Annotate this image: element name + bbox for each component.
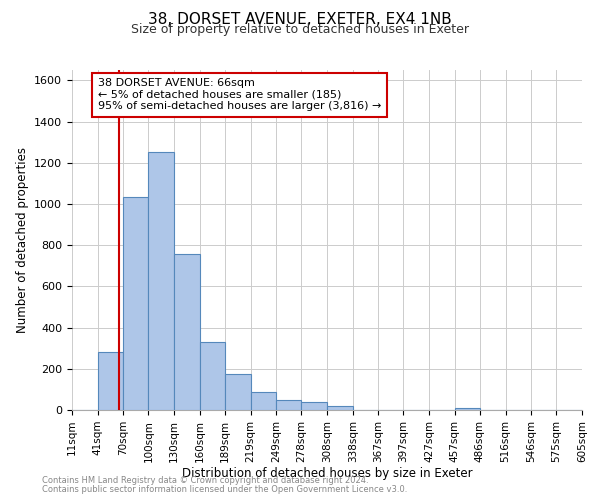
Text: 38 DORSET AVENUE: 66sqm
← 5% of detached houses are smaller (185)
95% of semi-de: 38 DORSET AVENUE: 66sqm ← 5% of detached… [98,78,381,112]
Text: Size of property relative to detached houses in Exeter: Size of property relative to detached ho… [131,24,469,36]
Bar [148,152,174,410]
Bar [327,406,353,410]
Bar [174,254,200,410]
Y-axis label: Number of detached properties: Number of detached properties [16,147,29,333]
Text: Contains public sector information licensed under the Open Government Licence v3: Contains public sector information licen… [42,485,407,494]
Bar [122,196,148,410]
X-axis label: Distribution of detached houses by size in Exeter: Distribution of detached houses by size … [182,468,472,480]
Bar [225,374,251,410]
Bar [301,402,327,410]
Bar [98,352,122,410]
Bar [277,400,301,410]
Bar [455,408,480,410]
Bar [251,392,277,410]
Text: Contains HM Land Registry data © Crown copyright and database right 2024.: Contains HM Land Registry data © Crown c… [42,476,368,485]
Text: 38, DORSET AVENUE, EXETER, EX4 1NB: 38, DORSET AVENUE, EXETER, EX4 1NB [148,12,452,28]
Bar [200,342,225,410]
